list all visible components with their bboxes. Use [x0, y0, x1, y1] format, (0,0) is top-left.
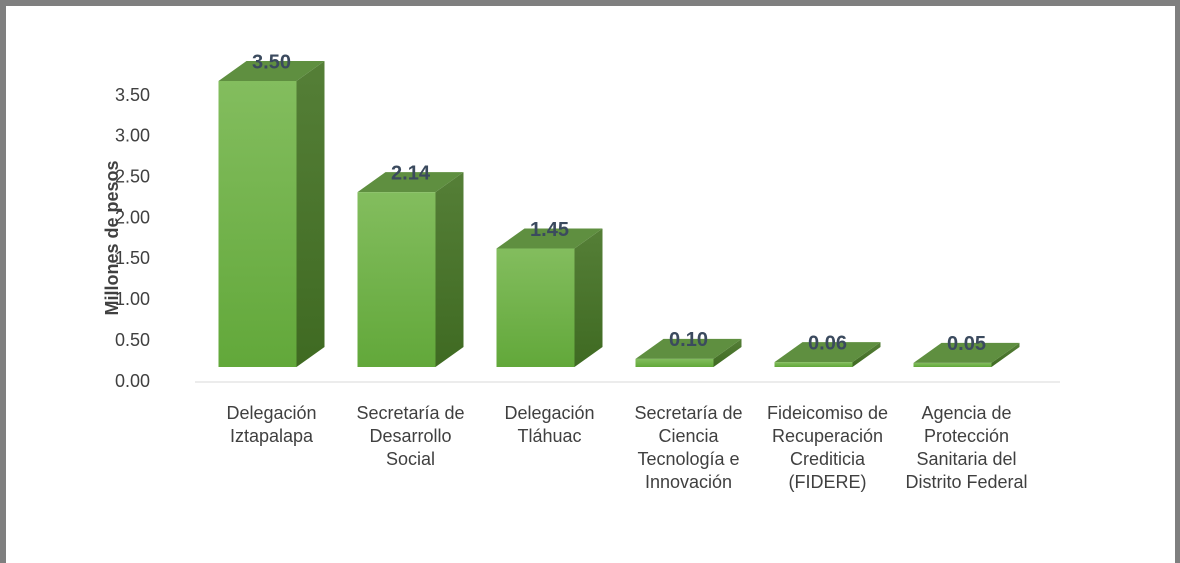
- bar: [496, 228, 603, 367]
- bar-top: [913, 342, 1020, 363]
- y-tick-label: 0.00: [115, 371, 150, 391]
- y-axis-title: Millones de pesos: [102, 160, 122, 315]
- value-label: 0.06: [808, 332, 847, 354]
- bar-side: [574, 228, 603, 367]
- bar-side: [435, 172, 464, 367]
- value-label: 2.14: [391, 162, 431, 184]
- x-tick-label: Secretaría de Ciencia Tecnología e Innov…: [634, 403, 743, 492]
- y-tick-label: 3.50: [115, 85, 150, 105]
- bar-side: [991, 342, 1020, 367]
- y-tick-label: 2.50: [115, 166, 150, 186]
- bar-side: [852, 342, 881, 367]
- value-label: 0.10: [669, 329, 708, 351]
- bar: [913, 342, 1020, 367]
- bar-front: [635, 358, 714, 367]
- x-tick-label: Delegación Tláhuac: [504, 403, 595, 446]
- bar-front: [218, 81, 297, 367]
- bar-side: [713, 338, 742, 367]
- x-tick-label: Secretaría de Desarrollo Social: [356, 403, 465, 469]
- bar-top: [218, 61, 325, 81]
- bar: [635, 338, 742, 367]
- y-tick-label: 3.00: [115, 126, 150, 146]
- bar: [357, 172, 464, 367]
- bar-side: [296, 61, 325, 367]
- value-label: 1.45: [530, 219, 569, 241]
- bar-front: [913, 362, 992, 367]
- bar-front: [357, 192, 436, 367]
- y-tick-label: 2.00: [115, 207, 150, 227]
- bar-top: [357, 172, 464, 193]
- bar-front: [496, 248, 575, 367]
- x-tick-label: Delegación Iztapalapa: [226, 403, 317, 446]
- value-label: 3.50: [252, 51, 291, 73]
- y-tick-label: 1.50: [115, 248, 150, 268]
- y-tick-label: 0.50: [115, 330, 150, 350]
- bar: [218, 61, 325, 367]
- x-tick-label: Fideicomiso de Recuperación Crediticia (…: [766, 403, 889, 492]
- bar-top: [774, 342, 881, 363]
- x-tick-label: Agencia de Protección Sanitaria del Dist…: [905, 403, 1028, 492]
- bar-front: [774, 362, 853, 367]
- bar-top: [496, 228, 603, 249]
- y-tick-label: 1.00: [115, 289, 150, 309]
- bar: [774, 342, 881, 367]
- bar-top: [635, 338, 742, 359]
- value-label: 0.05: [947, 333, 986, 355]
